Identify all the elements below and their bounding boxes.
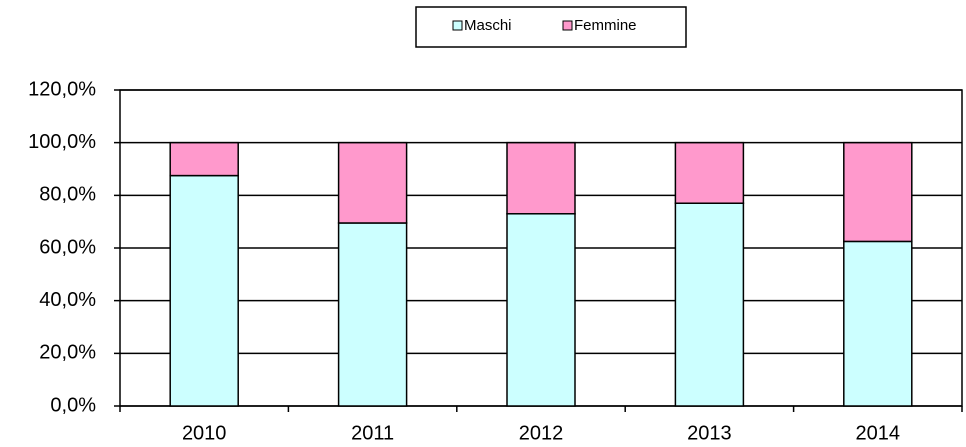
y-tick-label: 0,0% bbox=[50, 394, 96, 416]
bar-segment bbox=[337, 141, 408, 224]
legend-label: Femmine bbox=[574, 17, 637, 34]
legend-label: Maschi bbox=[464, 17, 512, 34]
y-tick-label: 100,0% bbox=[28, 131, 96, 153]
y-tick-label: 120,0% bbox=[28, 78, 96, 100]
x-tick-label: 2012 bbox=[519, 422, 564, 444]
bar-segment bbox=[169, 141, 239, 177]
bar-segment bbox=[674, 202, 745, 407]
y-tick-label: 60,0% bbox=[39, 236, 96, 258]
bar-segment bbox=[674, 141, 745, 204]
x-tick-label: 2014 bbox=[856, 422, 901, 444]
bar-segment bbox=[506, 141, 576, 215]
y-tick-label: 40,0% bbox=[39, 289, 96, 311]
legend-swatch bbox=[452, 20, 463, 31]
x-tick-label: 2011 bbox=[351, 422, 394, 444]
y-tick-label: 20,0% bbox=[39, 342, 96, 364]
bar-segment bbox=[843, 141, 913, 243]
legend-swatch bbox=[562, 20, 573, 31]
x-tick-label: 2013 bbox=[687, 422, 732, 444]
bar-segment bbox=[506, 213, 576, 407]
y-tick-label: 80,0% bbox=[39, 184, 96, 206]
bar-segment bbox=[169, 174, 239, 407]
bar-segment bbox=[337, 222, 408, 407]
bar-segment bbox=[843, 240, 913, 407]
x-tick-label: 2010 bbox=[182, 422, 227, 444]
